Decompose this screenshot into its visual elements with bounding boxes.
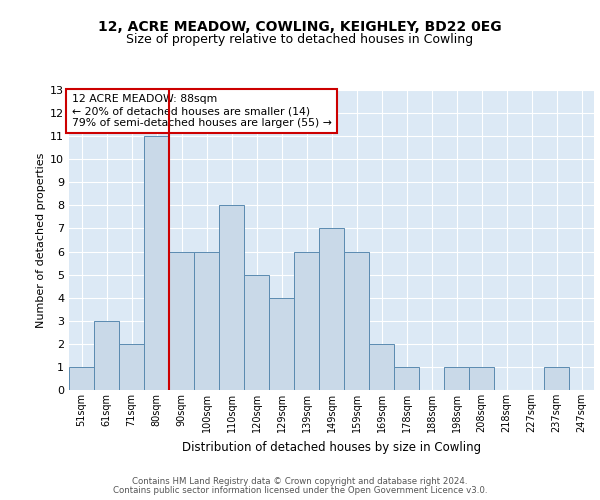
Bar	[319, 228, 344, 390]
Bar	[119, 344, 144, 390]
X-axis label: Distribution of detached houses by size in Cowling: Distribution of detached houses by size …	[182, 440, 481, 454]
Bar	[219, 206, 244, 390]
Bar	[194, 252, 219, 390]
Bar	[469, 367, 494, 390]
Bar	[344, 252, 369, 390]
Bar	[269, 298, 294, 390]
Bar	[69, 367, 94, 390]
Text: 12, ACRE MEADOW, COWLING, KEIGHLEY, BD22 0EG: 12, ACRE MEADOW, COWLING, KEIGHLEY, BD22…	[98, 20, 502, 34]
Bar	[444, 367, 469, 390]
Bar	[394, 367, 419, 390]
Y-axis label: Number of detached properties: Number of detached properties	[36, 152, 46, 328]
Bar	[94, 321, 119, 390]
Bar	[244, 274, 269, 390]
Bar	[369, 344, 394, 390]
Text: Contains HM Land Registry data © Crown copyright and database right 2024.: Contains HM Land Registry data © Crown c…	[132, 477, 468, 486]
Bar	[544, 367, 569, 390]
Text: 12 ACRE MEADOW: 88sqm
← 20% of detached houses are smaller (14)
79% of semi-deta: 12 ACRE MEADOW: 88sqm ← 20% of detached …	[71, 94, 331, 128]
Bar	[294, 252, 319, 390]
Text: Size of property relative to detached houses in Cowling: Size of property relative to detached ho…	[127, 32, 473, 46]
Text: Contains public sector information licensed under the Open Government Licence v3: Contains public sector information licen…	[113, 486, 487, 495]
Bar	[144, 136, 169, 390]
Bar	[169, 252, 194, 390]
